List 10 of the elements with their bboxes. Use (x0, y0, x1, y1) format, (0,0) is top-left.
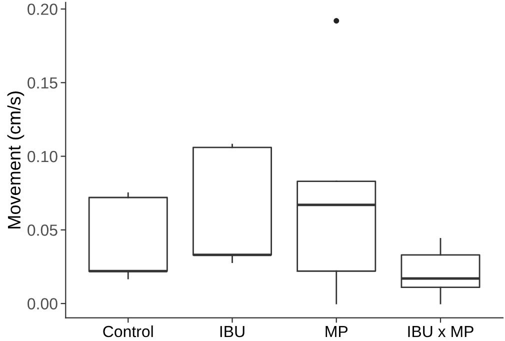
y-tick-label: 0.00 (28, 298, 58, 310)
x-tick-label: IBU x MP (408, 326, 474, 338)
y-tick-label: 0.20 (28, 4, 58, 15)
y-axis-title: Movement (cm/s) (7, 91, 24, 228)
y-tick-label: 0.15 (28, 77, 58, 89)
x-tick-label: Control (103, 325, 153, 338)
y-tick-label: 0.05 (28, 224, 58, 236)
y-tick-label: 0.10 (28, 150, 58, 162)
x-tick-label: IBU (220, 326, 244, 338)
x-tick-label: MP (326, 326, 348, 338)
